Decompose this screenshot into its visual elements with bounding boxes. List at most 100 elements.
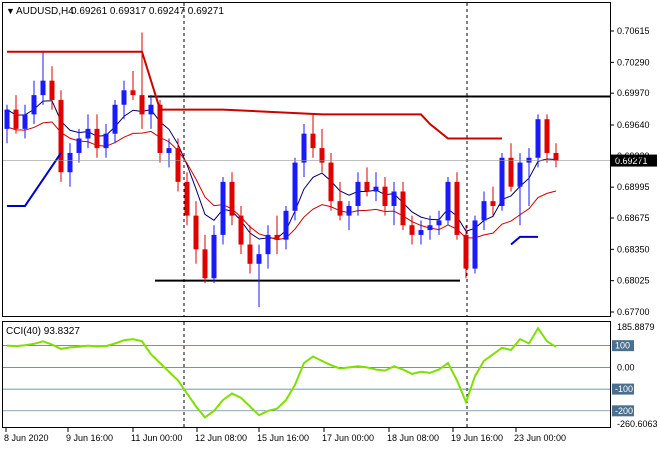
candle[interactable]: [112, 99, 118, 144]
candle[interactable]: [346, 201, 352, 231]
candle[interactable]: [49, 66, 55, 110]
candle[interactable]: [67, 143, 73, 187]
candle-body: [427, 225, 433, 231]
price-tick-label: 0.68675: [617, 213, 650, 223]
candle[interactable]: [427, 215, 433, 240]
candle[interactable]: [175, 138, 181, 192]
ohlc-readout: 0.69261 0.69317 0.69247 0.69271: [71, 6, 224, 17]
candle[interactable]: [418, 220, 424, 245]
candle[interactable]: [355, 172, 361, 216]
candle-body: [265, 234, 271, 255]
candle[interactable]: [301, 124, 307, 178]
candle-body: [166, 148, 172, 153]
candle[interactable]: [94, 114, 100, 158]
cci-axis-label: 185.8879: [617, 322, 655, 332]
candle[interactable]: [535, 114, 541, 168]
candle[interactable]: [517, 152, 523, 226]
candle[interactable]: [310, 114, 316, 158]
candle[interactable]: [139, 32, 145, 129]
candle-body: [67, 152, 73, 173]
candle[interactable]: [490, 186, 496, 216]
candle-body: [337, 201, 343, 216]
candle[interactable]: [202, 234, 208, 284]
candle[interactable]: [13, 95, 19, 134]
candle[interactable]: [247, 225, 253, 274]
candle[interactable]: [85, 114, 91, 149]
candle[interactable]: [499, 152, 505, 211]
candle[interactable]: [22, 104, 28, 139]
candle-body: [328, 162, 334, 202]
indicator-pane-frame: [2, 321, 611, 428]
candle[interactable]: [274, 215, 280, 255]
candle[interactable]: [463, 225, 469, 279]
candle-body: [391, 191, 397, 206]
cci-axis-label: -200: [615, 406, 633, 416]
candle[interactable]: [211, 225, 217, 284]
candle[interactable]: [364, 167, 370, 197]
current-price-badge: [611, 154, 657, 167]
candle[interactable]: [544, 114, 550, 163]
cci-axis-label: -100: [615, 384, 633, 394]
candle[interactable]: [166, 138, 172, 168]
support-stop-line-right: [510, 235, 538, 246]
candle[interactable]: [373, 172, 379, 202]
candle[interactable]: [382, 177, 388, 216]
candle[interactable]: [553, 143, 559, 168]
candle[interactable]: [436, 210, 442, 235]
time-tick-label: 19 Jun 16:00: [451, 433, 503, 443]
candle[interactable]: [391, 181, 397, 226]
candle-body: [553, 152, 559, 161]
candle-body: [247, 244, 253, 264]
candle[interactable]: [76, 128, 82, 163]
candle-body: [373, 186, 379, 192]
candle-body: [58, 99, 64, 173]
candle[interactable]: [481, 191, 487, 231]
candle-body: [283, 210, 289, 240]
candle[interactable]: [319, 128, 325, 173]
candle[interactable]: [229, 172, 235, 226]
candle[interactable]: [40, 51, 46, 105]
candle[interactable]: [472, 215, 478, 274]
candle[interactable]: [526, 148, 532, 206]
candle[interactable]: [130, 71, 136, 100]
candle[interactable]: [121, 80, 127, 120]
candle-body: [409, 225, 415, 235]
cci-line: [6, 326, 557, 419]
candle-body: [220, 181, 226, 235]
candle[interactable]: [31, 80, 37, 125]
candle[interactable]: [256, 244, 262, 308]
candle[interactable]: [508, 143, 514, 192]
candle[interactable]: [58, 90, 64, 182]
candle-body: [274, 234, 280, 240]
candle[interactable]: [265, 225, 271, 269]
price-tick-label: 0.68025: [617, 276, 650, 286]
candle[interactable]: [400, 181, 406, 231]
candle-body: [472, 220, 478, 269]
candle[interactable]: [292, 157, 298, 221]
candle[interactable]: [4, 104, 10, 144]
candle[interactable]: [103, 124, 109, 158]
candle[interactable]: [193, 201, 199, 264]
candle-body: [175, 148, 181, 182]
price-tick-label: 0.68350: [617, 244, 650, 254]
candle-body: [319, 148, 325, 163]
candle[interactable]: [148, 95, 154, 129]
candle[interactable]: [238, 205, 244, 255]
candle[interactable]: [328, 152, 334, 211]
cci-axis-label: -260.6063: [617, 419, 658, 429]
candle-body: [418, 230, 424, 235]
time-tick-label: 15 Jun 16:00: [257, 433, 309, 443]
candle[interactable]: [445, 177, 451, 226]
candle[interactable]: [220, 177, 226, 245]
candle[interactable]: [184, 172, 190, 226]
candle[interactable]: [454, 172, 460, 240]
triangle-down-icon[interactable]: ▼: [6, 6, 15, 16]
candle-body: [202, 249, 208, 279]
candle[interactable]: [283, 205, 289, 250]
candle[interactable]: [337, 181, 343, 221]
candle-body: [364, 181, 370, 192]
candle-body: [445, 181, 451, 221]
candle[interactable]: [409, 215, 415, 245]
